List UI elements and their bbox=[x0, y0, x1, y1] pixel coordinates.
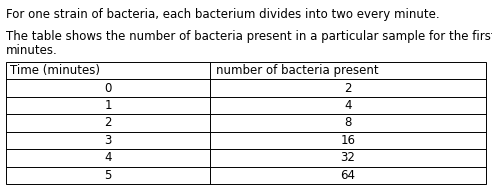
Text: 64: 64 bbox=[340, 169, 356, 182]
Text: 3: 3 bbox=[104, 134, 112, 147]
Text: 5: 5 bbox=[104, 169, 112, 182]
Text: 2: 2 bbox=[104, 116, 112, 129]
Text: 4: 4 bbox=[344, 99, 352, 112]
Text: Time (minutes): Time (minutes) bbox=[10, 64, 100, 77]
Text: 1: 1 bbox=[104, 99, 112, 112]
Text: 32: 32 bbox=[340, 151, 355, 164]
Text: 4: 4 bbox=[104, 151, 112, 164]
Text: The table shows the number of bacteria present in a particular sample for the fi: The table shows the number of bacteria p… bbox=[6, 30, 492, 43]
Text: minutes.: minutes. bbox=[6, 44, 58, 57]
Text: number of bacteria present: number of bacteria present bbox=[216, 64, 379, 77]
Text: 16: 16 bbox=[340, 134, 356, 147]
Text: 2: 2 bbox=[344, 82, 352, 95]
Text: For one strain of bacteria, each bacterium divides into two every minute.: For one strain of bacteria, each bacteri… bbox=[6, 8, 440, 21]
Text: 0: 0 bbox=[104, 82, 112, 95]
Bar bbox=[6, 62, 486, 184]
Text: 8: 8 bbox=[344, 116, 352, 129]
